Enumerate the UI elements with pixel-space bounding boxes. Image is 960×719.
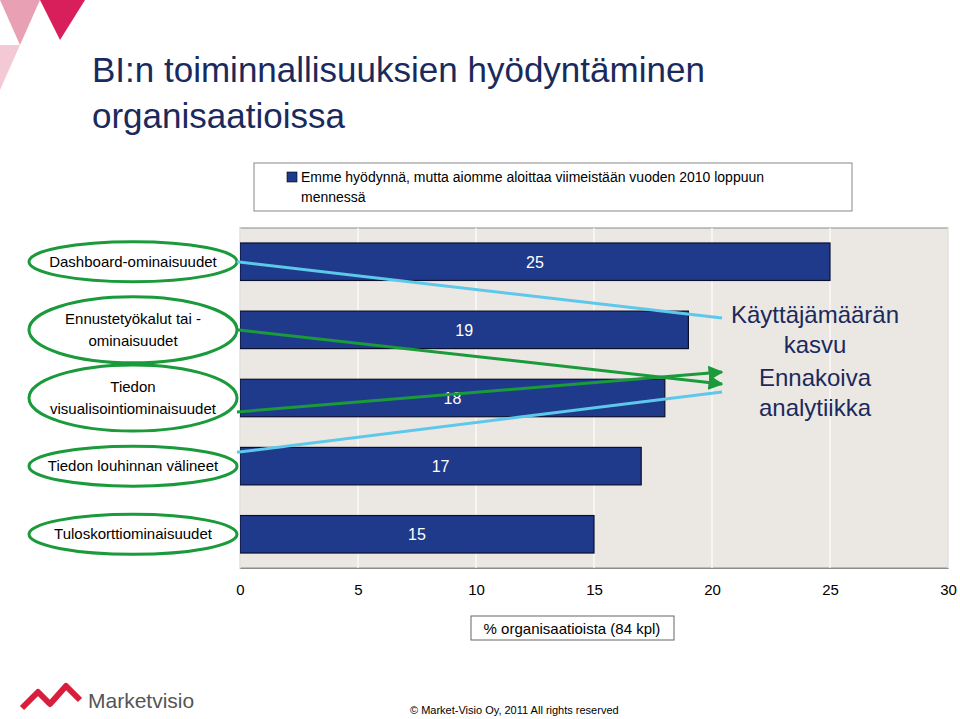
- data-labels: 2519181715: [408, 254, 544, 544]
- category-label-line: Tiedon: [110, 378, 155, 395]
- annotation: Ennakoiva analytiikka: [759, 364, 872, 421]
- axis-line: [241, 568, 949, 569]
- data-label: 25: [526, 254, 544, 271]
- highlight-ellipse: [29, 297, 237, 363]
- annotation-line: Ennakoiva: [759, 364, 872, 391]
- tick-label: 0: [236, 581, 244, 598]
- annotations: Käyttäjämäärän kasvu Ennakoiva analytiikka: [731, 301, 899, 421]
- title-line: BI:n toiminnallisuuksien hyödyntäminen: [92, 50, 705, 89]
- data-label: 17: [432, 458, 450, 475]
- highlight-ellipse: [29, 365, 237, 431]
- tick-label: 10: [468, 581, 485, 598]
- legend-label: Emme hyödynnä, mutta aiomme aloittaa vii…: [301, 169, 764, 205]
- category-label-line: Dashboard-ominaisuudet: [49, 253, 217, 270]
- connector-arrow: [237, 330, 722, 384]
- tick-label: 15: [586, 581, 603, 598]
- tick: 25: [822, 568, 839, 598]
- category-label: Ennustetyökalut tai - ominaisuudet: [65, 310, 201, 349]
- x-label: % organisaatioista (84 kpl): [484, 620, 661, 637]
- logo: Marketvisio: [22, 686, 194, 712]
- grid-line: [947, 228, 948, 568]
- chart: BI:n toiminnallisuuksien hyödyntäminen or…: [0, 0, 960, 719]
- tick: 30: [940, 568, 957, 598]
- annotation-line: Käyttäjämäärän: [731, 301, 899, 328]
- x-label-box: [471, 616, 674, 640]
- bar: [240, 447, 641, 484]
- highlight-ellipse: [29, 514, 237, 554]
- category-label: Tuloskorttiominaisuudet: [54, 525, 213, 542]
- x-label-group: % organisaatioista (84 kpl): [471, 616, 674, 640]
- legend-label-line: Emme hyödynnä, mutta aiomme aloittaa vii…: [301, 169, 764, 185]
- category-label-line: Ennustetyökalut tai -: [65, 310, 201, 327]
- legend-swatch: [287, 172, 297, 182]
- category-label-line: Tiedon louhinnan välineet: [48, 457, 219, 474]
- annotation-line: kasvu: [784, 331, 847, 358]
- annotation-line: analytiikka: [759, 394, 872, 421]
- decoration: [0, 45, 20, 90]
- data-label: 19: [455, 322, 473, 339]
- category-label-line: ominaisuudet: [88, 332, 178, 349]
- source: © Market-Visio Oy, 2011 All rights reser…: [410, 704, 619, 716]
- category-label-line: Tuloskorttiominaisuudet: [54, 525, 213, 542]
- connector: [237, 262, 722, 318]
- title-line: organisaatioissa: [92, 96, 345, 135]
- x-axis: 0 5 10 15 20 25 30: [236, 568, 957, 598]
- tick-label: 30: [940, 581, 957, 598]
- category-label-line: visualisointiominaisuudet: [50, 400, 217, 417]
- bar: [240, 311, 688, 348]
- highlight-ellipse: [29, 242, 237, 282]
- legend-label-line: mennessä: [301, 189, 366, 205]
- plot-background: [240, 228, 948, 568]
- bars: [240, 243, 830, 553]
- tick-label: 5: [354, 581, 362, 598]
- tick: 15: [586, 568, 603, 598]
- tick: 20: [704, 568, 721, 598]
- data-label: 15: [408, 526, 426, 543]
- grid: [240, 228, 948, 568]
- bar: [240, 516, 594, 553]
- tick: 5: [354, 568, 362, 598]
- logo-mark: [22, 686, 80, 708]
- category-label: Tiedon louhinnan välineet: [48, 457, 219, 474]
- legend: Emme hyödynnä, mutta aiomme aloittaa vii…: [254, 163, 852, 211]
- connector: [237, 392, 722, 452]
- annotation: Käyttäjämäärän kasvu: [731, 301, 899, 358]
- category-label: Dashboard-ominaisuudet: [49, 253, 217, 270]
- highlight-ellipse: [29, 446, 237, 486]
- connector-arrow: [237, 372, 722, 412]
- category-labels: Dashboard-ominaisuudet Ennustetyökalut ta…: [29, 242, 237, 555]
- bar: [240, 379, 665, 416]
- connectors: [237, 262, 722, 453]
- decoration: [0, 0, 40, 45]
- legend-box: [254, 163, 852, 211]
- title: BI:n toiminnallisuuksien hyödyntäminen or…: [92, 50, 705, 135]
- decoration: [40, 0, 85, 40]
- logo-text: Marketvisio: [88, 689, 194, 712]
- tick-label: 20: [704, 581, 721, 598]
- tick: 10: [468, 568, 485, 598]
- category-label: Tiedon visualisointiominaisuudet: [50, 378, 217, 417]
- tick-label: 25: [822, 581, 839, 598]
- tick: 0: [236, 568, 244, 598]
- bar: [240, 243, 830, 280]
